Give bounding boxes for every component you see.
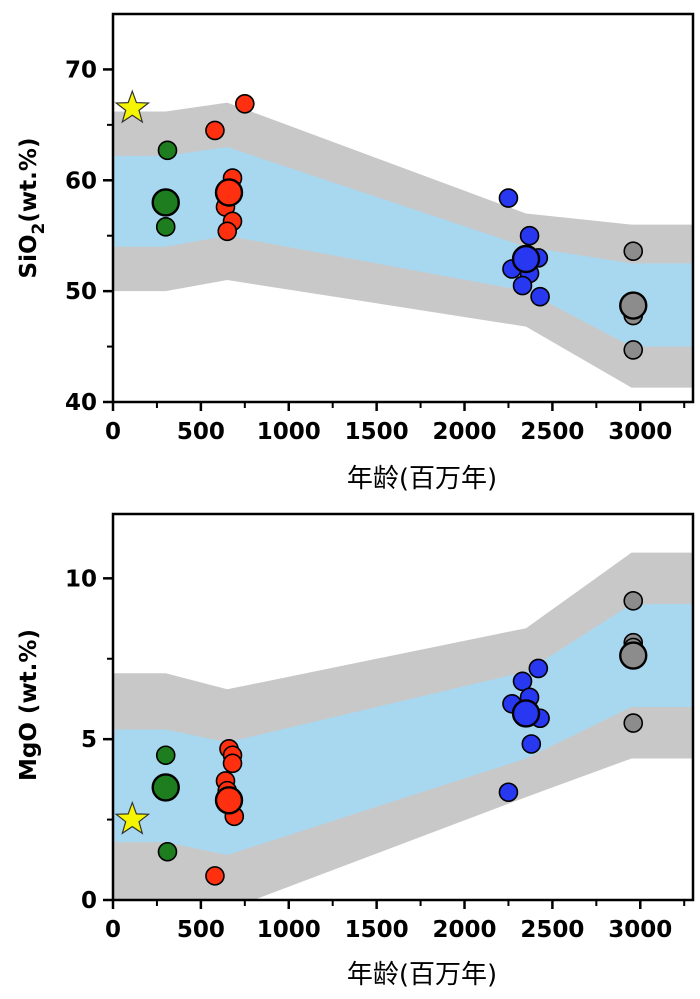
sio2-red-data-point [205,120,225,141]
sio2-axes: 0 500 1000 1500 2000 2500 3000 40 50 60 70 [65,12,695,445]
sio2-blue-data-point [519,225,540,246]
sio2-x-tick-label: 2500 [520,419,584,445]
sio2-x-tick-label: 1000 [257,419,321,445]
mgo-green-mean-point [151,773,180,802]
sio2-x-axis-title: 年龄(百万年) [347,464,497,494]
sio2-star-marker [114,89,151,124]
mgo-red-mean-point [214,786,244,815]
sio2-points [114,89,648,360]
sio2-blue-mean-point [511,244,541,274]
mgo-points [114,591,648,886]
sio2-y-tick-label: 50 [65,279,97,305]
sio2-y-tick-label: 60 [65,168,97,194]
mgo-y-axis-title: MgO (wt.%) [16,629,42,781]
mgo-red-data-point [205,866,225,886]
sio2-panel: 0 500 1000 1500 2000 2500 3000 40 50 60 70 年龄(百万年)… [16,12,695,494]
sio2-red-data-point [217,221,238,242]
sio2-blue-data-point [530,286,550,307]
mgo-y-tick-label: 5 [81,727,97,753]
mgo-gray-data-point [623,591,644,611]
sio2-green-mean-point [151,188,180,217]
mgo-y-tick-label: 10 [65,566,97,592]
sio2-x-tick-label: 2000 [433,419,497,445]
sio2-y-tick-label: 70 [65,57,97,83]
sio2-green-data-point [155,217,176,237]
mgo-x-tick-label: 500 [177,917,225,943]
mgo-x-tick-label: 1500 [345,917,409,943]
mgo-blue-data-point [521,734,542,754]
sio2-blue-data-point [498,188,519,208]
sio2-plot-frame [111,12,695,404]
mgo-green-data-point [157,841,178,862]
sio2-green-data-point [157,140,178,161]
mgo-blue-mean-point [511,699,541,728]
mgo-x-tick-label: 2000 [433,917,497,943]
mgo-blue-data-point [528,658,549,679]
sio2-y-axis-title: SiO2(wt.%) [16,138,49,279]
mgo-blue-data-point [498,782,519,803]
mgo-green-data-point [155,745,176,766]
mgo-panel: 0 500 1000 1500 2000 2500 3000 0 5 10 年龄(百万年) MgO… [16,512,695,990]
mgo-x-tick-label: 1000 [257,917,321,943]
sio2-x-tick-label: 3000 [608,419,672,445]
sio2-gray-data-point [623,340,644,360]
sio2-x-tick-label: 0 [105,419,121,445]
mgo-x-tick-label: 0 [105,917,121,943]
sio2-red-mean-point [214,178,244,207]
mgo-star-marker [114,800,151,835]
sio2-x-tick-label: 1500 [345,419,409,445]
mgo-gray-mean-point [619,641,648,670]
sio2-gray-data-point [623,241,644,262]
mgo-y-tick-label: 0 [81,888,97,914]
sio2-blue-data-point [512,275,533,296]
mgo-x-tick-label: 3000 [608,917,672,943]
mgo-plot-frame [111,512,695,902]
mgo-red-data-point [222,753,243,774]
mgo-gray-data-point [623,713,644,733]
sio2-gray-mean-point [619,291,648,320]
mgo-blue-data-point [512,671,533,692]
sio2-y-tick-label: 40 [65,390,97,416]
mgo-x-tick-label: 2500 [520,917,584,943]
sio2-x-tick-label: 500 [177,419,225,445]
mgo-x-axis-title: 年龄(百万年) [347,960,497,990]
sio2-red-data-point [235,93,255,114]
mgo-axes: 0 500 1000 1500 2000 2500 3000 0 5 10 [65,512,695,943]
